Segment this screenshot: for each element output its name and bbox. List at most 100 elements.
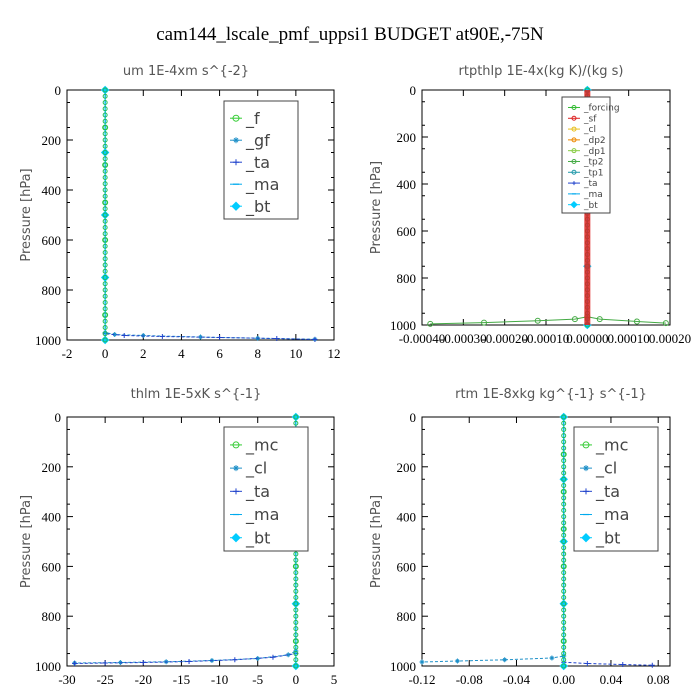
profile-point [102,225,108,230]
profile-point [293,663,299,669]
profile-point [561,433,567,439]
data-point [312,337,318,342]
profile-point [561,663,567,669]
profile-point [561,638,567,644]
legend-entry: _ta [580,482,620,502]
profile-point [102,168,108,174]
data-point [140,660,146,666]
profile-point [561,451,567,457]
profile-point [293,595,299,601]
x-tick-label: -25 [96,672,113,687]
profile-point [561,470,567,476]
series-line [421,417,565,663]
legend-entry: _bt [230,197,270,217]
data-point [232,657,238,663]
profile-point [561,607,567,613]
figure-title: cam144_lscale_pmf_uppsi1 BUDGET at90E,-7… [156,24,544,45]
profile-point [561,563,567,569]
data-point [649,662,655,668]
y-tick-label: 200 [42,460,62,475]
profile-point [102,218,108,224]
legend-entry: _ma [580,505,629,525]
legend-entry: _mc [230,436,278,456]
legend: _f_gf_ta_ma_bt [223,100,299,220]
profile-point [102,162,108,168]
y-tick-label: 400 [397,177,417,192]
legend-label: _gf [245,131,270,151]
profile-point [102,175,108,180]
series-line [104,90,315,340]
legend-marker [582,441,590,449]
legend-label: _bt [245,528,270,548]
legend-entry: _dp2 [568,136,606,146]
legend-entry: _ma [230,175,279,195]
profile-point [561,619,567,625]
y-tick-label: 1000 [390,659,416,674]
x-tick-label: 0.00 [552,672,575,687]
profile-point [102,100,108,105]
profile-point [102,187,108,193]
x-tick-label: -0.00030 [440,331,487,346]
legend-entry: _bt [230,528,270,548]
data-point [534,317,541,324]
profile-point [561,520,567,526]
profile-point [293,601,299,607]
legend-label: _ta [595,482,620,502]
plot-frame [66,416,335,667]
profile-point [561,464,567,470]
legend-entry: _dp1 [568,147,606,157]
profile-point [102,250,108,255]
y-tick-label: 800 [397,271,417,286]
profile-point [293,570,299,576]
legend-marker [571,104,577,110]
x-tick-label: -0.00040 [399,331,446,346]
profile-point [561,570,567,576]
legend-entry: _ma [568,190,603,200]
profile-point [102,237,108,243]
legend-label: _tp1 [583,168,603,178]
profile-point [561,514,567,520]
x-tick-label: -15 [173,672,190,687]
legend-label: _ta [583,179,598,189]
legend: _mc _cl _ta _ma _bt [573,426,659,552]
legend-label: _dp2 [583,136,606,146]
profile-point [293,613,299,619]
profile-point [102,137,108,143]
chart-panel-1: um 1E-4xm s^{-2} Pressure [hPa] 0 200 400 600… [19,64,341,361]
x-tick-label: -10 [211,672,228,687]
legend-entry: _mc [580,436,628,456]
profile-point [102,300,108,305]
legend-label: _bt [595,528,620,548]
legend-marker [571,137,577,143]
legend-marker [571,169,577,175]
legend-entry: _ma [230,505,279,525]
profile-point [293,414,299,420]
legend-entry: _ta [230,153,270,173]
y-tick-label: 600 [42,233,62,248]
profile-point [561,588,567,594]
profile-point [561,657,567,663]
legend-entry: _tp1 [568,168,603,178]
profile-point [293,563,299,569]
profile-point [561,551,567,557]
profile-point [102,125,108,130]
y-tick-label: 0 [55,410,62,425]
legend-marker [231,533,241,543]
data-point [419,659,425,665]
profile-point [561,651,567,657]
series-line [430,316,666,325]
profile-point [102,243,108,249]
x-tick-label: -20 [135,672,152,687]
legend-label: _cl [595,459,617,479]
data-point [481,319,487,326]
profile-point [561,414,567,420]
y-axis-label: Pressure [hPa] [19,168,34,261]
profile-point [102,150,108,155]
x-tick-label: 10 [289,346,302,361]
data-point [549,655,555,661]
legend-marker [581,533,591,543]
legend-label: _ma [583,190,603,200]
profile-point [102,206,108,212]
legend-entry: _bt [568,201,598,211]
